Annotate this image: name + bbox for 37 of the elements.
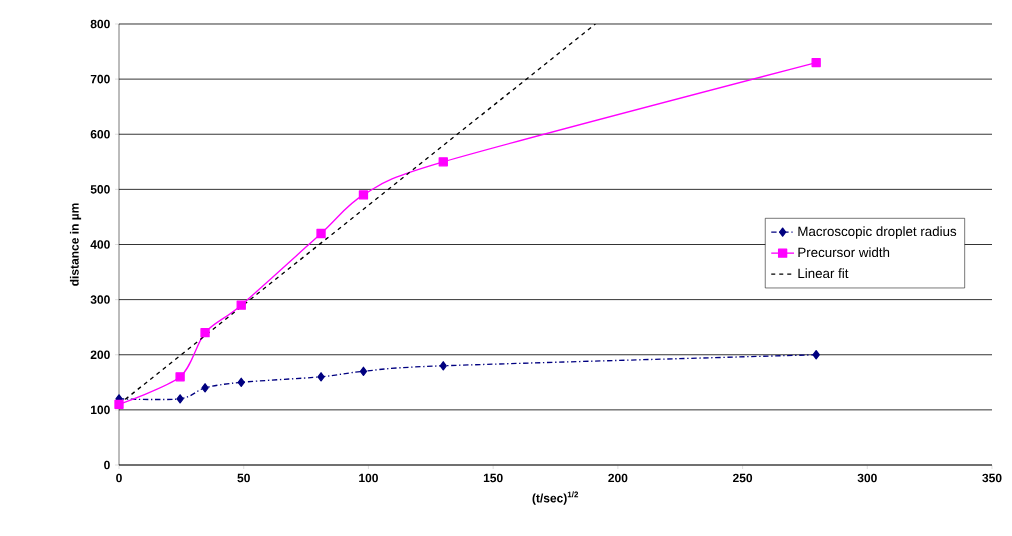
point (176, 394, 184, 404)
y-tick-label: 500 (90, 185, 110, 194)
y-tick-label: 300 (90, 295, 110, 304)
point (316, 228, 326, 239)
legend-label: Precursor width (798, 247, 890, 258)
point (439, 361, 447, 371)
y-tick-label: 200 (90, 350, 110, 360)
y-tick-label: 700 (90, 74, 110, 84)
point (812, 350, 820, 360)
y-tick-label: 0 (104, 460, 110, 470)
point (114, 399, 124, 410)
x-tick-label: 0 (116, 473, 122, 483)
point (317, 372, 325, 382)
point (358, 190, 369, 200)
point (236, 300, 246, 310)
x-tick-label: 350 (982, 473, 1002, 483)
point (811, 57, 821, 68)
x-tick-label: 250 (732, 473, 753, 483)
x-axis-title: (t/sec)$^{1/2}$ (532, 491, 579, 505)
y-tick-label: 600 (90, 129, 110, 139)
x-tick-label: 150 (483, 473, 503, 483)
point (201, 383, 209, 393)
y-tick-label: 400 (90, 240, 110, 249)
x-tick-label: 50 (237, 473, 250, 483)
point (175, 372, 185, 382)
x-tick-label: 200 (608, 473, 628, 483)
x-tick-label: 100 (359, 473, 378, 483)
point (200, 328, 210, 338)
x-tick-label: 300 (857, 473, 877, 483)
point (237, 377, 245, 387)
y-tick-label: 100 (91, 405, 110, 415)
legend-label: Linear fit (798, 268, 849, 279)
y-tick-label: 800 (90, 19, 110, 29)
y-axis-title: distance in µm (69, 203, 82, 286)
point (438, 157, 448, 167)
point (359, 366, 368, 376)
legend-label: Macroscopic droplet radius (798, 226, 957, 239)
